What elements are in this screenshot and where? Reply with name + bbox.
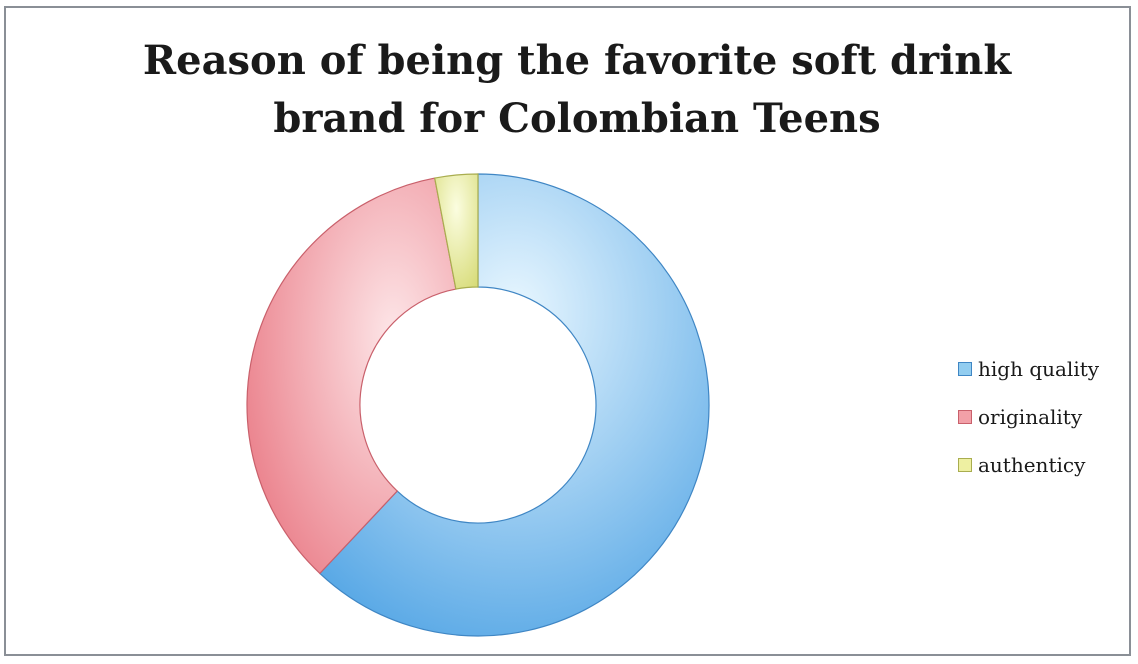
legend-item-authenticy: authenticy [958,441,1099,489]
legend-item-high-quality: high quality [958,345,1099,393]
legend-label-high-quality: high quality [978,357,1100,381]
chart-title: Reason of being the favorite soft drink … [0,32,1138,148]
chart-title-line-2: brand for Colombian Teens [273,95,881,142]
chart-title-line-1: Reason of being the favorite soft drink [142,37,1012,84]
legend-label-authenticy: authenticy [978,453,1086,477]
donut-slice-originality [246,177,457,575]
legend: high quality originality authenticy [958,345,1099,489]
legend-swatch-authenticy [958,458,972,472]
legend-swatch-originality [958,410,972,424]
legend-swatch-high-quality [958,362,972,376]
donut-slice-high-quality [319,173,710,637]
legend-item-originality: originality [958,393,1099,441]
legend-label-originality: originality [978,405,1083,429]
donut-slice-authenticy [434,173,479,290]
